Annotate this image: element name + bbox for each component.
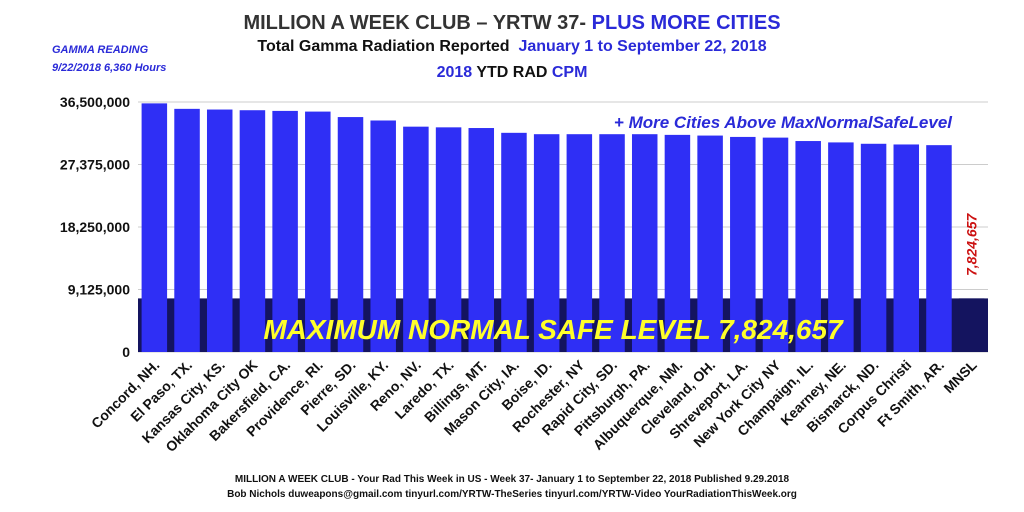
x-tick-label: MNSL [940, 356, 980, 396]
unit-cpm: CPM [551, 64, 588, 81]
band-label: MAXIMUM NORMAL SAFE LEVEL 7,824,657 [263, 314, 844, 345]
bar [664, 134, 691, 352]
bar [828, 142, 854, 352]
chart-unit-line: 2018 YTD RAD CPM [0, 64, 1024, 82]
more-cities-annotation: + More Cities Above MaxNormalSafeLevel [614, 113, 953, 132]
bar [239, 110, 266, 352]
bar [272, 110, 298, 352]
gamma-reading-label: GAMMA READING [52, 44, 149, 56]
bar [762, 137, 789, 352]
bar [468, 128, 495, 352]
y-tick-label: 0 [122, 344, 130, 360]
unit-year: 2018 [436, 64, 473, 81]
bar [174, 108, 200, 353]
title-line1-highlight: PLUS MORE CITIES [591, 12, 781, 34]
bar [435, 127, 462, 352]
bar [926, 145, 952, 352]
chart-subtitle: Total Gamma Radiation Reported January 1… [0, 38, 1024, 56]
unit-ytd-rad: YTD RAD [476, 64, 548, 81]
bar [370, 120, 396, 352]
bar [631, 134, 658, 352]
y-tick-label: 18,250,000 [60, 219, 130, 235]
bar [958, 298, 985, 352]
bar [206, 109, 233, 353]
chart-title: MILLION A WEEK CLUB – YRTW 37- PLUS MORE… [0, 12, 1024, 35]
bar [795, 141, 821, 352]
bar [141, 103, 168, 352]
bar [730, 136, 756, 352]
y-tick-label: 9,125,000 [68, 282, 130, 298]
y-tick-label: 27,375,000 [60, 157, 130, 173]
bar [305, 111, 331, 352]
bar [533, 134, 560, 352]
subtitle-main: Total Gamma Radiation Reported [257, 38, 510, 55]
subtitle-dates: January 1 to September 22, 2018 [518, 38, 767, 55]
footer-line-1: MILLION A WEEK CLUB - Your Rad This Week… [234, 474, 790, 485]
bar [501, 132, 527, 352]
bar [893, 144, 920, 352]
bar [697, 135, 723, 352]
bar [599, 134, 625, 352]
mnsl-value-label: 7,824,657 [964, 213, 980, 276]
gamma-reading-value: 9/22/2018 6,360 Hours [52, 62, 167, 74]
bar [337, 117, 364, 352]
bar [860, 143, 887, 352]
bar [566, 134, 593, 352]
bar [403, 126, 429, 352]
footer-line-2: Bob Nichols duweapons@gmail.com tinyurl.… [227, 489, 797, 500]
y-tick-label: 36,500,000 [60, 94, 130, 110]
title-line1-main: MILLION A WEEK CLUB – YRTW 37- [243, 12, 587, 34]
